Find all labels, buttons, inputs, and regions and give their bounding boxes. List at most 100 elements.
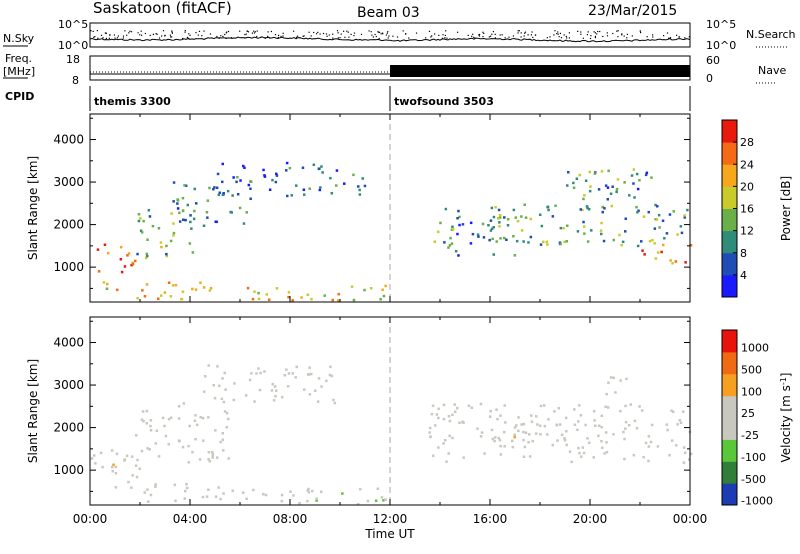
noise-search-dot [332,37,334,39]
data-cell [624,420,628,424]
data-cell [208,460,212,463]
data-cell [615,188,619,191]
data-cell [499,237,502,240]
noise-search-dot [557,33,559,35]
data-cell [207,451,211,454]
data-cell [647,210,650,214]
data-cell [676,423,679,426]
data-cell [581,446,584,449]
data-cell [263,174,266,177]
data-cell [291,372,294,375]
data-cell [178,211,181,215]
data-cell [243,166,246,169]
noise-search-dot [375,35,377,38]
noise-search-dot [277,36,279,38]
data-cell [186,203,189,207]
noise-search-dot [226,31,228,33]
data-cell [565,430,568,433]
data-cell [517,416,520,419]
time-axis: 00:00 04:00 08:00 12:00 16:00 20:00 00:00 Time … [73,512,708,541]
data-cell [184,218,187,222]
data-cell [148,448,151,451]
data-cell [289,490,292,493]
data-cell [654,257,658,260]
data-cell [524,216,528,219]
data-cell [451,436,454,440]
data-cell [259,371,262,375]
noise-search-dot [594,32,596,34]
data-cell [624,230,627,233]
data-cell [649,440,653,444]
data-cell [456,217,459,220]
data-cell [255,372,258,375]
data-cell [183,184,186,187]
noise-search-dot [109,34,111,36]
noise-search-dot [518,30,520,32]
data-cell [513,433,516,436]
data-cell [337,299,340,302]
data-cell [615,190,618,194]
noise-search-dot [666,32,669,34]
data-cell [448,419,452,423]
noise-trace [89,30,691,43]
data-cell [163,291,167,294]
noise-search-dot [386,32,388,34]
data-cell [263,370,266,373]
x-tick-label: 04:00 [173,512,208,526]
data-cell [600,170,604,173]
noise-search-dot [554,30,556,32]
noise-search-dot [92,30,94,32]
data-cell [603,207,606,210]
data-cell [516,219,520,223]
data-cell [90,457,94,460]
data-cell [601,446,604,449]
data-cell [636,211,639,214]
data-cell [566,224,569,227]
noise-search-dot [535,34,537,36]
data-cell [469,242,473,245]
data-cell [577,446,580,450]
data-cell [609,376,613,379]
data-cell [657,251,660,254]
noise-search-dot [474,37,476,39]
data-cell [145,252,149,256]
data-cell [476,233,480,236]
noise-search-dot [617,30,619,32]
noise-search-dot [524,32,526,34]
data-cell [672,210,675,213]
data-cell [171,284,175,287]
data-cell [605,392,608,396]
data-cell [682,410,685,413]
data-cell [149,424,152,428]
data-cell [493,439,496,443]
data-cell [178,220,182,223]
y-axis-label: Slant Range [km] [26,156,40,260]
data-cell [146,254,149,258]
noise-search-dot [93,36,95,38]
noise-search-dot [328,34,330,36]
noise-search-dot [105,37,107,39]
data-cell [169,416,173,419]
noise-search-dot [491,33,493,35]
data-cell [154,483,157,486]
data-cell [189,220,192,224]
data-cell [457,209,460,213]
velocity-colorbar: 1000 500 100 25 -25 -100 -500 -1000 Velocity [m … [721,329,793,508]
data-cell [451,228,455,231]
data-cell [134,259,137,263]
data-cell [275,287,279,290]
data-cell [607,381,610,385]
noise-search-dot [457,31,459,33]
noise-search-dot [478,33,481,36]
data-cell [576,428,579,431]
noise-search-dot [639,30,641,32]
noise-search-dot [626,37,628,39]
noise-search-dot [244,37,246,39]
data-cell [442,442,445,445]
data-cell [285,368,288,371]
nsearch-label: N.Search [746,28,796,41]
data-cell [107,251,110,255]
noise-search-dot [198,30,201,32]
data-cell [503,236,506,240]
noise-search-dot [428,30,431,32]
